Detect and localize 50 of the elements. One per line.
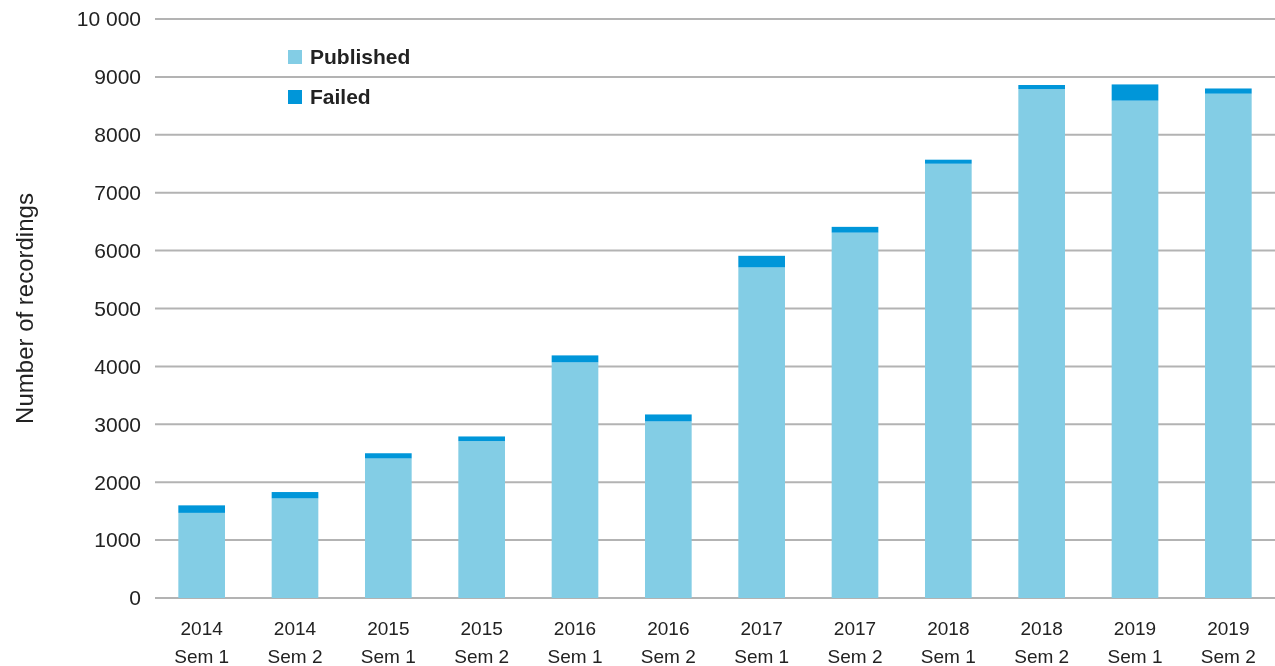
bar [738,267,785,598]
bar [271,498,319,598]
bar [178,505,225,513]
y-tick-label: 0 [129,586,141,610]
bar [645,421,692,598]
bar [925,159,972,164]
x-tick-label: 2019 Sem 2 [1200,618,1256,666]
x-tick-label: 2016 Sem 2 [640,618,696,666]
x-tick-label: 2014 Sem 1 [174,618,230,666]
y-tick-label: 8000 [94,123,141,147]
bar [1111,100,1159,598]
y-tick-label: 3000 [94,412,141,436]
bar [831,232,879,598]
bar [738,255,785,268]
legend-label: Failed [310,85,371,109]
bar [178,512,225,598]
y-tick-label: 6000 [94,238,141,262]
x-tick-label: 2015 Sem 1 [360,618,416,666]
x-tick-label: 2016 Sem 1 [547,618,603,666]
bar [365,458,412,598]
bar [1111,84,1159,101]
y-tick-label: 4000 [94,354,141,378]
x-tick-label: 2017 Sem 1 [734,618,790,666]
bar [1018,89,1065,598]
y-tick-label: 2000 [94,470,141,494]
bar [271,492,319,499]
x-tick-label: 2019 Sem 1 [1107,618,1163,666]
y-tick-label: 1000 [94,528,141,552]
bar [925,163,972,598]
bar [458,436,505,442]
bar [1205,88,1252,94]
y-tick-label: 7000 [94,181,141,205]
legend-label: Published [310,45,411,69]
y-tick-label: 9000 [94,65,141,89]
bar [551,362,599,598]
bar [645,414,692,422]
bar [1018,85,1065,90]
bar [365,453,412,459]
x-tick-label: 2018 Sem 2 [1014,618,1070,666]
bar [1205,93,1252,598]
x-tick-label: 2015 Sem 2 [454,618,510,666]
y-tick-label: 10 000 [76,7,141,31]
bar [551,355,599,363]
x-tick-label: 2018 Sem 1 [920,618,976,666]
bar [831,226,879,233]
x-tick-label: 2017 Sem 2 [827,618,883,666]
bar [458,441,505,598]
y-axis-title: Number of recordings [11,193,38,424]
x-tick-label: 2014 Sem 2 [267,618,323,666]
y-tick-label: 5000 [94,296,141,320]
